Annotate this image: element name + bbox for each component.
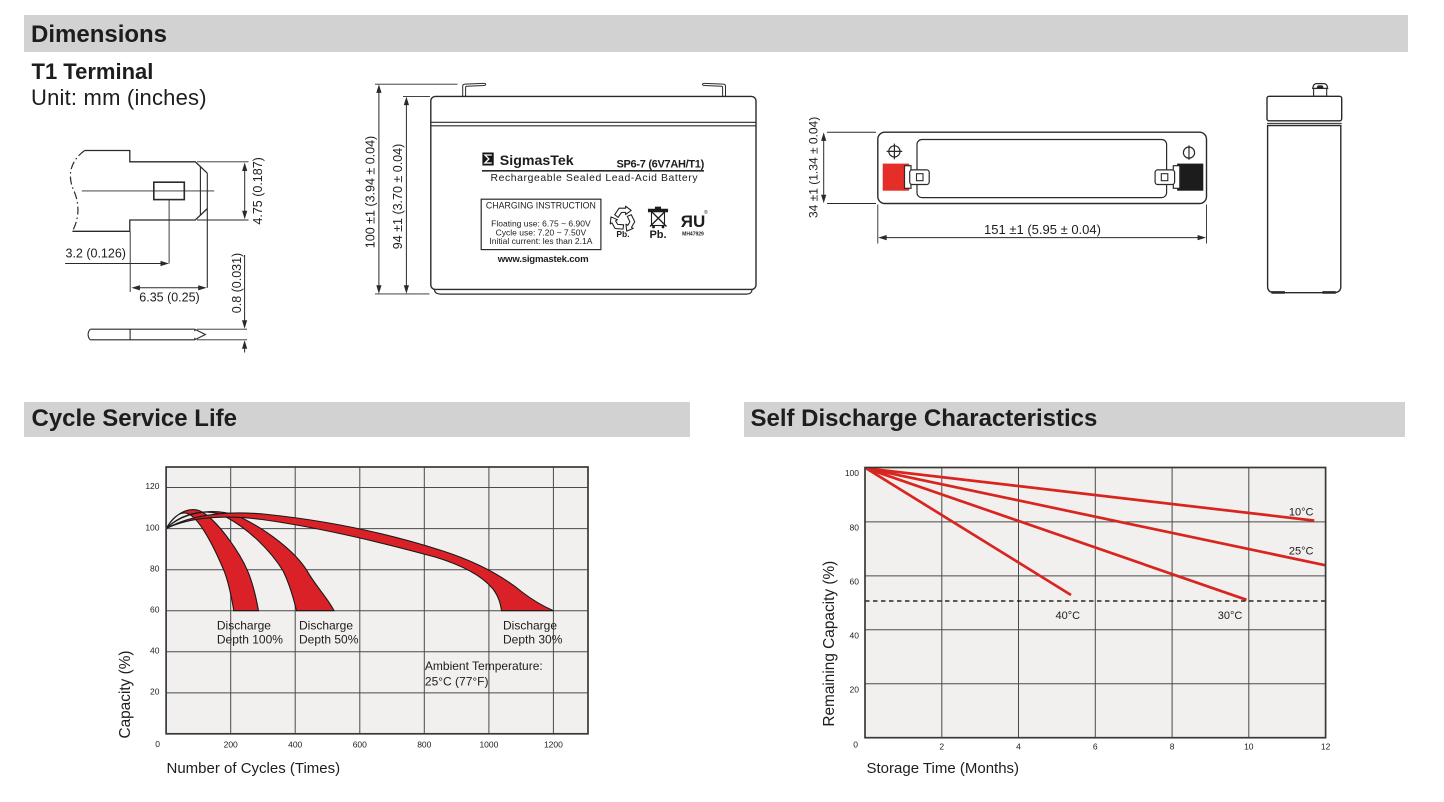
svg-text:30°C: 30°C <box>1218 610 1243 622</box>
svg-text:Discharge: Discharge <box>299 618 353 632</box>
svg-text:Storage Time (Months): Storage Time (Months) <box>867 760 1020 777</box>
svg-text:34 ±1 (1.34 ± 0.04): 34 ±1 (1.34 ± 0.04) <box>807 117 821 218</box>
svg-text:1000: 1000 <box>479 740 498 750</box>
svg-text:Discharge: Discharge <box>217 618 271 632</box>
svg-text:80: 80 <box>150 563 160 573</box>
svg-text:40°C: 40°C <box>1056 610 1081 622</box>
svg-text:Pb.: Pb. <box>616 229 629 239</box>
svg-text:6: 6 <box>1093 742 1098 752</box>
svg-text:40: 40 <box>850 630 860 640</box>
svg-text:40: 40 <box>150 646 160 656</box>
svg-text:ЯU: ЯU <box>681 212 706 231</box>
svg-text:20: 20 <box>850 684 860 694</box>
svg-text:Remaining Capacity (%): Remaining Capacity (%) <box>821 561 838 727</box>
svg-text:Rechargeable Sealed Lead-Acid: Rechargeable Sealed Lead-Acid Battery <box>491 173 699 184</box>
svg-text:0: 0 <box>155 739 160 749</box>
svg-text:Number of Cycles (Times): Number of Cycles (Times) <box>167 760 341 777</box>
svg-text:0: 0 <box>853 740 858 750</box>
svg-text:10°C: 10°C <box>1289 507 1314 519</box>
svg-text:80: 80 <box>850 522 860 532</box>
svg-text:Cycle use: 7.20 ~ 7.50V: Cycle use: 7.20 ~ 7.50V <box>496 227 587 237</box>
svg-text:151 ±1 (5.95 ± 0.04): 151 ±1 (5.95 ± 0.04) <box>984 222 1101 237</box>
svg-text:25°C (77°F): 25°C (77°F) <box>425 674 489 688</box>
svg-text:4: 4 <box>1016 742 1021 752</box>
svg-text:120: 120 <box>145 481 159 491</box>
svg-text:400: 400 <box>288 740 302 750</box>
svg-text:Depth 50%: Depth 50% <box>299 633 359 647</box>
svg-text:Discharge: Discharge <box>503 618 557 632</box>
svg-text:0.8 (0.031): 0.8 (0.031) <box>230 253 244 313</box>
svg-text:2: 2 <box>939 742 944 752</box>
svg-text:12: 12 <box>1321 742 1331 752</box>
svg-text:10: 10 <box>1244 742 1254 752</box>
svg-text:Depth 30%: Depth 30% <box>503 633 563 647</box>
svg-text:www.sigmastek.com: www.sigmastek.com <box>497 254 589 265</box>
svg-text:6.35 (0.25): 6.35 (0.25) <box>139 291 199 305</box>
svg-text:CHARGING INSTRUCTION: CHARGING INSTRUCTION <box>486 201 596 211</box>
svg-text:60: 60 <box>850 576 860 586</box>
svg-text:MH47929: MH47929 <box>682 232 704 238</box>
svg-text:Depth 100%: Depth 100% <box>217 633 283 647</box>
svg-text:Pb.: Pb. <box>649 229 666 241</box>
svg-text:100 ±1 (3.94 ± 0.04): 100 ±1 (3.94 ± 0.04) <box>364 136 378 248</box>
svg-text:600: 600 <box>353 740 367 750</box>
svg-text:3.2 (0.126): 3.2 (0.126) <box>66 247 126 261</box>
svg-text:Ambient Temperature:: Ambient Temperature: <box>425 659 543 673</box>
svg-text:4.75 (0.187): 4.75 (0.187) <box>251 157 265 224</box>
svg-text:Initial current: les than 2.1A: Initial current: les than 2.1A <box>489 236 592 246</box>
svg-text:800: 800 <box>417 740 431 750</box>
svg-text:Floating use: 6.75 ~ 6.90V: Floating use: 6.75 ~ 6.90V <box>491 218 591 228</box>
svg-text:20: 20 <box>150 687 160 697</box>
svg-text:94 ±1 (3.70 ± 0.04): 94 ±1 (3.70 ± 0.04) <box>391 144 405 249</box>
svg-text:SP6-7 (6V7AH/T1): SP6-7 (6V7AH/T1) <box>616 158 704 170</box>
svg-text:25°C: 25°C <box>1289 546 1314 558</box>
svg-text:Capacity (%): Capacity (%) <box>117 650 134 738</box>
svg-text:1200: 1200 <box>544 740 563 750</box>
svg-text:8: 8 <box>1170 742 1175 752</box>
svg-text:®: ® <box>704 209 708 216</box>
svg-text:100: 100 <box>145 522 159 532</box>
svg-text:60: 60 <box>150 604 160 614</box>
svg-text:SigmasTek: SigmasTek <box>500 153 574 169</box>
svg-text:100: 100 <box>845 468 859 478</box>
svg-text:200: 200 <box>224 740 238 750</box>
